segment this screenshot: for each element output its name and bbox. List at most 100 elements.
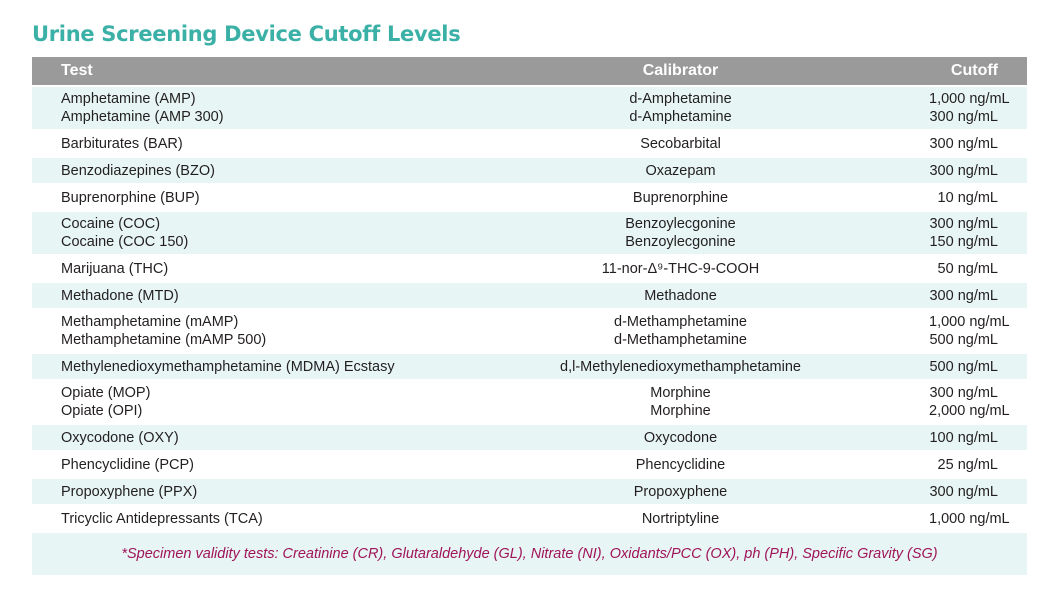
cutoff-cell-line: 500 ng/mL	[929, 332, 998, 348]
cutoff-cell-line: 300 ng/mL	[929, 109, 998, 125]
calibrator-cell-line: Methadone	[644, 287, 717, 304]
cutoff-cell: 50 ng/mL	[929, 260, 1027, 278]
page-title: Urine Screening Device Cutoff Levels	[32, 22, 461, 46]
calibrator-cell: Nortriptyline	[402, 510, 929, 528]
cutoff-cell: 500 ng/mL	[929, 358, 1027, 376]
calibrator-cell: d-Amphetamine d-Amphetamine	[402, 90, 929, 126]
calibrator-cell: 11-nor-Δ⁹-THC-9-COOH	[402, 260, 929, 278]
header-test: Test	[61, 62, 93, 79]
calibrator-cell-line: d-Methamphetamine	[614, 314, 747, 330]
calibrator-cell-line: Benzoylecgonine	[625, 216, 736, 232]
test-cell: Tricyclic Antidepressants (TCA)	[32, 510, 402, 528]
test-cell: Phencyclidine (PCP)	[32, 456, 402, 474]
calibrator-cell-line: d-Methamphetamine	[614, 332, 747, 348]
test-cell: Barbiturates (BAR)	[32, 135, 402, 153]
test-cell: Methylenedioxymethamphetamine (MDMA) Ecs…	[32, 358, 402, 376]
test-cell-line: Amphetamine (AMP 300)	[61, 109, 224, 125]
calibrator-cell: Propoxyphene	[402, 483, 929, 501]
header-calibrator: Calibrator	[642, 62, 719, 79]
test-cell: Buprenorphine (BUP)	[32, 189, 402, 207]
cutoff-cell: 300 ng/mL	[929, 162, 1027, 180]
cutoff-cell-line: 2,000 ng/mL	[929, 403, 1010, 419]
test-cell-line: Amphetamine (AMP)	[61, 91, 196, 107]
cutoff-cell: 300 ng/mL	[929, 483, 1027, 501]
test-cell-line: Barbiturates (BAR)	[61, 135, 183, 152]
table-row: Amphetamine (AMP) Amphetamine (AMP 300) d-…	[32, 85, 1027, 129]
cutoff-cell-line: 300 ng/mL	[929, 162, 998, 179]
table-header: Test Calibrator Cutoff	[32, 57, 1027, 85]
calibrator-cell: d-Methamphetamine d-Methamphetamine	[402, 313, 929, 349]
table-row: Methadone (MTD) Methadone 300 ng/mL	[32, 281, 1027, 308]
cutoff-cell-line: 50 ng/mL	[937, 260, 998, 277]
table-body: Amphetamine (AMP) Amphetamine (AMP 300) d-…	[32, 85, 1027, 531]
table-row: Buprenorphine (BUP) Buprenorphine 10 ng/mL	[32, 183, 1027, 210]
calibrator-cell: Oxycodone	[402, 429, 929, 447]
cutoff-cell: 1,000 ng/mL 300 ng/mL	[929, 90, 1027, 126]
test-cell-line: Opiate (OPI)	[61, 403, 143, 419]
test-cell-line: Buprenorphine (BUP)	[61, 189, 200, 206]
test-cell-line: Methadone (MTD)	[61, 287, 179, 304]
test-cell-line: Methamphetamine (mAMP 500)	[61, 332, 267, 348]
test-cell-line: Methamphetamine (mAMP)	[61, 314, 239, 330]
test-cell-line: Cocaine (COC)	[61, 216, 161, 232]
footnote-row: *Specimen validity tests: Creatinine (CR…	[32, 531, 1027, 575]
calibrator-cell-line: Secobarbital	[640, 135, 721, 152]
test-cell: Cocaine (COC) Cocaine (COC 150)	[32, 215, 402, 251]
table-row: Propoxyphene (PPX) Propoxyphene 300 ng/mL	[32, 477, 1027, 504]
test-cell-line: Oxycodone (OXY)	[61, 429, 179, 446]
table-row: Marijuana (THC) 11-nor-Δ⁹-THC-9-COOH 50 ng…	[32, 254, 1027, 281]
cutoff-cell-line: 1,000 ng/mL	[929, 510, 1010, 527]
table-row: Opiate (MOP) Opiate (OPI) Morphine Morphine…	[32, 379, 1027, 423]
test-cell: Methadone (MTD)	[32, 287, 402, 305]
calibrator-cell: d,l-Methylenedioxymethamphetamine	[402, 358, 929, 376]
calibrator-cell-line: Oxazepam	[645, 162, 716, 179]
test-cell: Amphetamine (AMP) Amphetamine (AMP 300)	[32, 90, 402, 126]
test-cell-line: Tricyclic Antidepressants (TCA)	[61, 510, 263, 527]
test-cell-line: Propoxyphene (PPX)	[61, 483, 198, 500]
calibrator-cell-line: Morphine	[650, 385, 711, 401]
table-row: Phencyclidine (PCP) Phencyclidine 25 ng/mL	[32, 450, 1027, 477]
calibrator-cell-line: Oxycodone	[643, 429, 718, 446]
calibrator-cell-line: d-Amphetamine	[629, 109, 732, 125]
header-cutoff: Cutoff	[950, 62, 998, 79]
table-row: Cocaine (COC) Cocaine (COC 150) Benzoylecg…	[32, 210, 1027, 254]
cutoff-cell-line: 300 ng/mL	[929, 216, 998, 232]
test-cell-line: Benzodiazepines (BZO)	[61, 162, 215, 179]
calibrator-cell: Methadone	[402, 287, 929, 305]
table-row: Methylenedioxymethamphetamine (MDMA) Ecs…	[32, 352, 1027, 379]
table-row: Tricyclic Antidepressants (TCA) Nortripty…	[32, 504, 1027, 531]
calibrator-cell: Oxazepam	[402, 162, 929, 180]
table-row: Barbiturates (BAR) Secobarbital 300 ng/mL	[32, 129, 1027, 156]
test-cell-line: Marijuana (THC)	[61, 260, 169, 277]
calibrator-cell-line: Morphine	[650, 403, 711, 419]
test-cell-line: Methylenedioxymethamphetamine (MDMA) Ecs…	[61, 358, 395, 375]
calibrator-cell-line: Propoxyphene	[633, 483, 728, 500]
test-cell: Opiate (MOP) Opiate (OPI)	[32, 384, 402, 420]
cutoff-table: Test Calibrator Cutoff Amphetamine (AMP)…	[32, 57, 1027, 575]
cutoff-cell-line: 1,000 ng/mL	[929, 314, 1010, 330]
table-row: Methamphetamine (mAMP) Methamphetamine (m…	[32, 308, 1027, 352]
cutoff-cell: 1,000 ng/mL	[929, 510, 1027, 528]
test-cell: Benzodiazepines (BZO)	[32, 162, 402, 180]
test-cell: Propoxyphene (PPX)	[32, 483, 402, 501]
calibrator-cell-line: 11-nor-Δ⁹-THC-9-COOH	[601, 260, 760, 277]
cutoff-cell-line: 150 ng/mL	[929, 234, 998, 250]
calibrator-cell: Benzoylecgonine Benzoylecgonine	[402, 215, 929, 251]
calibrator-cell-line: d-Amphetamine	[629, 91, 732, 107]
cutoff-cell: 300 ng/mL 2,000 ng/mL	[929, 384, 1027, 420]
calibrator-cell-line: Buprenorphine	[632, 189, 729, 206]
test-cell-line: Phencyclidine (PCP)	[61, 456, 194, 473]
cutoff-cell-line: 10 ng/mL	[937, 189, 998, 206]
cutoff-cell: 300 ng/mL	[929, 287, 1027, 305]
cutoff-cell-line: 1,000 ng/mL	[929, 91, 1010, 107]
cutoff-cell-line: 300 ng/mL	[929, 287, 998, 304]
table-row: Oxycodone (OXY) Oxycodone 100 ng/mL	[32, 423, 1027, 450]
cutoff-cell: 10 ng/mL	[929, 189, 1027, 207]
calibrator-cell: Phencyclidine	[402, 456, 929, 474]
footnote: *Specimen validity tests: Creatinine (CR…	[121, 546, 938, 562]
cutoff-cell-line: 300 ng/mL	[929, 385, 998, 401]
calibrator-cell-line: Nortriptyline	[641, 510, 720, 527]
cutoff-cell-line: 100 ng/mL	[929, 429, 998, 446]
test-cell: Marijuana (THC)	[32, 260, 402, 278]
calibrator-cell: Secobarbital	[402, 135, 929, 153]
